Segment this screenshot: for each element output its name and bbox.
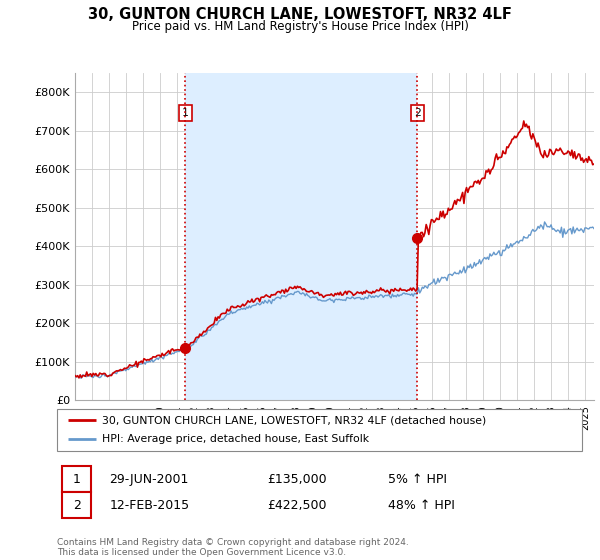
Bar [185, 73, 418, 400]
FancyBboxPatch shape [57, 409, 582, 451]
Text: 48% ↑ HPI: 48% ↑ HPI [388, 499, 455, 512]
Text: 12-FEB-2015: 12-FEB-2015 [110, 499, 190, 512]
Text: 29-JUN-2001: 29-JUN-2001 [110, 473, 189, 486]
Text: Price paid vs. HM Land Registry's House Price Index (HPI): Price paid vs. HM Land Registry's House … [131, 20, 469, 32]
Text: 5% ↑ HPI: 5% ↑ HPI [388, 473, 447, 486]
Text: 30, GUNTON CHURCH LANE, LOWESTOFT, NR32 4LF (detached house): 30, GUNTON CHURCH LANE, LOWESTOFT, NR32 … [101, 415, 486, 425]
Text: £135,000: £135,000 [267, 473, 326, 486]
Text: 1: 1 [182, 108, 189, 118]
Text: £422,500: £422,500 [267, 499, 326, 512]
Text: 2: 2 [73, 499, 80, 512]
FancyBboxPatch shape [62, 466, 91, 492]
Text: 2: 2 [414, 108, 421, 118]
Text: Contains HM Land Registry data © Crown copyright and database right 2024.
This d: Contains HM Land Registry data © Crown c… [57, 538, 409, 557]
Text: 1: 1 [73, 473, 80, 486]
FancyBboxPatch shape [62, 492, 91, 519]
Text: 30, GUNTON CHURCH LANE, LOWESTOFT, NR32 4LF: 30, GUNTON CHURCH LANE, LOWESTOFT, NR32 … [88, 7, 512, 22]
Text: HPI: Average price, detached house, East Suffolk: HPI: Average price, detached house, East… [101, 435, 369, 445]
